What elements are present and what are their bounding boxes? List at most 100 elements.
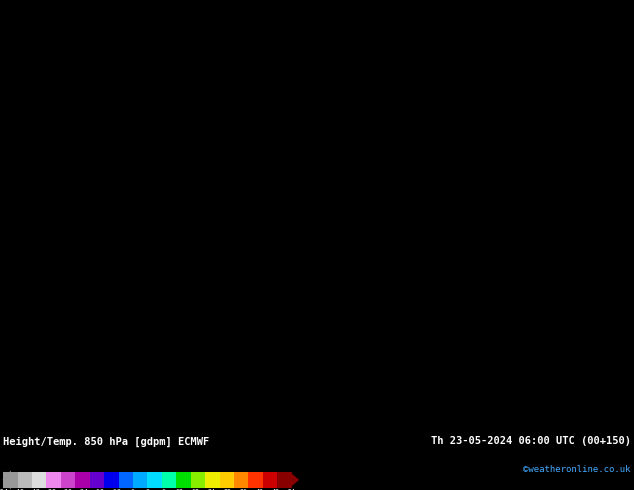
Text: 2: 2 [208,281,213,290]
Text: 1: 1 [1,329,5,338]
Text: 5: 5 [203,40,207,49]
Text: 7: 7 [585,24,590,33]
Text: 2: 2 [159,265,164,273]
Text: 5: 5 [279,217,284,225]
Text: 7: 7 [427,345,431,354]
Text: 3: 3 [153,152,158,161]
Text: 1: 1 [77,329,82,338]
Text: 9: 9 [596,345,601,354]
Text: 1: 1 [33,120,38,129]
Text: 2: 2 [104,184,109,193]
Text: 7: 7 [460,289,464,297]
Text: 6: 6 [470,56,475,65]
Text: 1: 1 [6,393,11,402]
Text: 3: 3 [176,224,180,233]
Text: 6: 6 [339,80,344,89]
Text: 8: 8 [487,393,491,402]
Text: 6: 6 [328,192,333,201]
Text: 8: 8 [476,321,481,330]
Text: 8: 8 [481,313,486,322]
Text: 7: 7 [607,40,612,49]
Text: 8: 8 [465,265,470,273]
Text: 2: 2 [120,176,126,185]
Text: 7: 7 [470,369,475,378]
Text: 1: 1 [6,256,11,266]
Text: 6: 6 [421,120,426,129]
Text: 7: 7 [443,321,448,330]
Text: 1: 1 [88,200,93,209]
Text: 6: 6 [361,80,366,89]
Text: 1: 1 [77,256,82,266]
Text: 7: 7 [602,96,606,105]
Text: 8: 8 [498,241,502,249]
Text: 2: 2 [44,48,49,57]
Text: 3: 3 [285,369,289,378]
Text: 7: 7 [405,192,410,201]
Text: 1: 1 [93,337,98,346]
Text: 1: 1 [99,296,103,306]
Text: 1: 1 [115,353,120,362]
Text: 3: 3 [208,217,213,225]
Text: 2: 2 [170,241,174,249]
Text: 1: 1 [120,361,126,370]
Text: 1: 1 [132,272,136,282]
Text: 5: 5 [345,24,349,33]
Text: 2: 2 [39,96,43,105]
Text: 5: 5 [230,48,235,57]
Text: 1: 1 [28,136,32,145]
Text: 7: 7 [569,88,574,97]
Text: 5: 5 [219,24,224,33]
Text: 5: 5 [164,56,169,65]
Text: 6: 6 [356,272,360,282]
Text: 1: 1 [77,337,82,346]
Text: 3: 3 [312,369,316,378]
Text: 8: 8 [525,232,530,242]
Text: 6: 6 [427,48,431,57]
Text: 7: 7 [607,48,612,57]
Text: 5: 5 [181,0,185,8]
Text: 5: 5 [437,40,443,49]
Text: 6: 6 [508,40,514,49]
Text: 2: 2 [17,32,22,41]
Text: 6: 6 [503,80,508,89]
Text: 7: 7 [564,16,568,24]
Text: 4: 4 [137,24,141,33]
Text: 7: 7 [443,248,448,257]
Text: 1: 1 [49,401,55,410]
Text: 3: 3 [257,321,262,330]
Text: 7: 7 [602,120,606,129]
Text: 5: 5 [230,168,235,177]
Text: 8: 8 [503,417,508,426]
Text: 8: 8 [558,224,562,233]
Text: 1: 1 [176,377,180,386]
Text: 7: 7 [579,128,585,137]
Text: 4: 4 [356,377,360,386]
Text: 4: 4 [334,425,339,434]
Text: 9: 9 [612,321,617,330]
Text: 5: 5 [345,305,349,314]
Text: 5: 5 [247,0,251,8]
Text: 6: 6 [536,64,541,73]
Text: 8: 8 [487,401,491,410]
Text: 1: 1 [44,377,49,386]
Text: 6: 6 [493,104,497,113]
Text: 9: 9 [612,385,617,394]
Text: 3: 3 [132,136,136,145]
Text: 1: 1 [104,305,109,314]
Text: 2: 2 [164,248,169,257]
Text: 7: 7 [449,345,453,354]
Text: 2: 2 [72,168,76,177]
Text: 5: 5 [159,24,164,33]
Text: 3: 3 [181,208,185,217]
Text: 1: 1 [170,425,174,434]
Text: 7: 7 [427,272,431,282]
Text: 6: 6 [318,152,322,161]
Text: 2: 2 [208,305,213,314]
Text: 7: 7 [503,120,508,129]
Text: 7: 7 [377,160,382,169]
Text: 6: 6 [487,112,491,121]
Text: 8: 8 [547,265,552,273]
Text: 2: 2 [257,425,262,434]
Text: 7: 7 [531,168,535,177]
Text: 3: 3 [66,40,70,49]
